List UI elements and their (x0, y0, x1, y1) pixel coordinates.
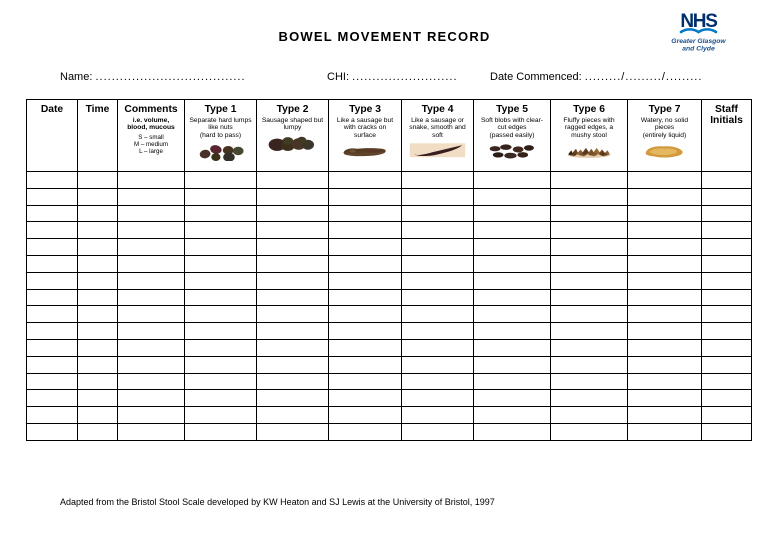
svg-text:Greater Glasgow: Greater Glasgow (671, 38, 726, 45)
svg-text:and Clyde: and Clyde (682, 46, 715, 53)
